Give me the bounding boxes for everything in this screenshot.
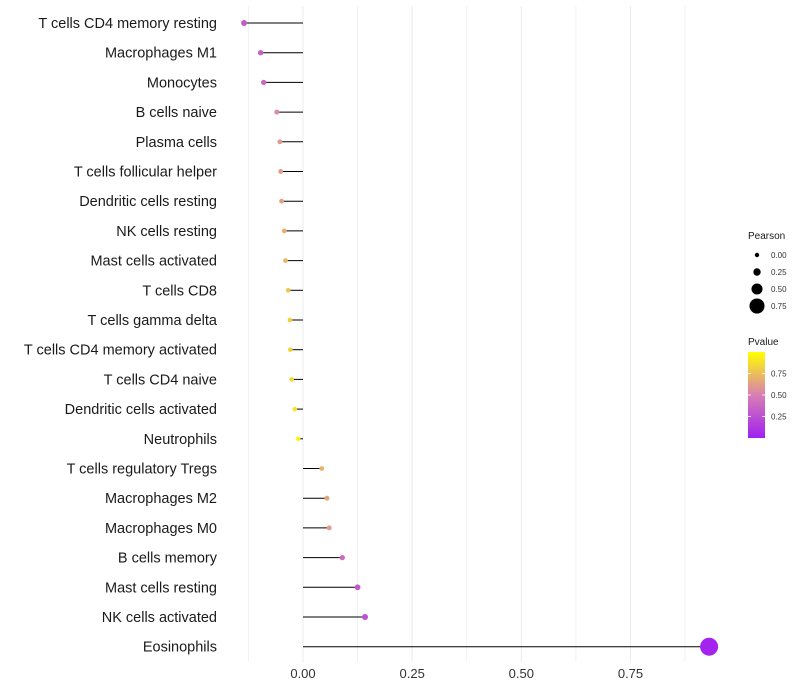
category-label: Dendritic cells activated — [65, 402, 217, 418]
pearson-legend-label: 0.50 — [771, 285, 787, 294]
category-label: NK cells resting — [116, 224, 217, 240]
pearson-legend-label: 0.00 — [771, 251, 787, 260]
data-point — [241, 20, 247, 26]
pvalue-legend-label: 0.50 — [771, 391, 787, 400]
pvalue-legend-label: 0.25 — [771, 413, 787, 422]
pearson-legend-label: 0.75 — [771, 302, 787, 311]
data-point — [324, 495, 330, 501]
data-point — [277, 139, 283, 145]
pearson-legend-key — [751, 283, 763, 295]
x-tick-label: 0.75 — [618, 666, 643, 681]
category-label: Dendritic cells resting — [79, 194, 217, 210]
category-labels: T cells CD4 memory resting Macrophages M1… — [24, 16, 218, 656]
category-label: Macrophages M0 — [105, 521, 217, 537]
pearson-size-legend: Pearson 0.00 0.25 0.50 0.75 — [748, 231, 787, 314]
pearson-legend-key — [753, 268, 761, 276]
data-point — [292, 406, 297, 412]
category-label: T cells CD4 memory resting — [38, 16, 217, 32]
pvalue-legend-title: Pvalue — [748, 337, 779, 348]
category-label: T cells CD8 — [142, 283, 217, 299]
data-point — [289, 377, 294, 382]
data-point — [339, 554, 345, 561]
category-label: Eosinophils — [143, 640, 217, 656]
pearson-legend-title: Pearson — [748, 231, 785, 242]
category-label: NK cells activated — [102, 610, 217, 626]
category-label: B cells naive — [136, 105, 217, 121]
pearson-legend-label: 0.25 — [771, 268, 787, 277]
data-point — [257, 49, 264, 56]
category-label: T cells CD4 naive — [104, 372, 217, 388]
grid-lines — [248, 6, 686, 662]
category-label: B cells memory — [118, 551, 218, 567]
pearson-legend-key — [749, 298, 765, 314]
data-point — [362, 614, 368, 620]
points-group — [241, 20, 719, 656]
data-point — [288, 347, 293, 353]
data-point — [283, 258, 288, 263]
pvalue-colorbar — [748, 352, 765, 438]
category-label: Macrophages M2 — [105, 491, 217, 507]
category-label: T cells gamma delta — [88, 313, 218, 329]
x-tick-label: 0.50 — [509, 666, 534, 681]
pvalue-color-legend: Pvalue 0.25 0.50 0.75 — [748, 337, 787, 438]
data-point — [295, 436, 301, 442]
x-axis-ticks: 0.00 0.25 0.50 0.75 — [290, 666, 643, 681]
data-point — [281, 228, 287, 234]
data-point — [278, 169, 284, 174]
data-point — [274, 109, 280, 115]
data-point — [700, 637, 719, 656]
data-point — [319, 466, 325, 471]
category-label: Mast cells activated — [90, 254, 217, 270]
category-label: Mast cells resting — [105, 580, 217, 596]
category-label: Plasma cells — [136, 135, 217, 151]
category-label: T cells follicular helper — [74, 165, 217, 181]
category-label: Neutrophils — [144, 432, 217, 448]
category-label: T cells regulatory Tregs — [67, 462, 217, 478]
data-point — [326, 525, 332, 531]
pearson-legend-key — [754, 252, 760, 258]
category-label: T cells CD4 memory activated — [24, 343, 217, 359]
data-point — [279, 198, 285, 204]
data-point — [287, 317, 293, 323]
x-tick-label: 0.25 — [400, 666, 425, 681]
category-label: Macrophages M1 — [105, 46, 217, 62]
data-point — [354, 584, 361, 591]
x-tick-label: 0.00 — [290, 666, 315, 681]
data-point — [261, 79, 267, 86]
pvalue-legend-label: 0.75 — [771, 370, 787, 379]
data-point — [285, 287, 291, 293]
category-label: Monocytes — [147, 75, 217, 91]
stems-group — [244, 22, 710, 648]
